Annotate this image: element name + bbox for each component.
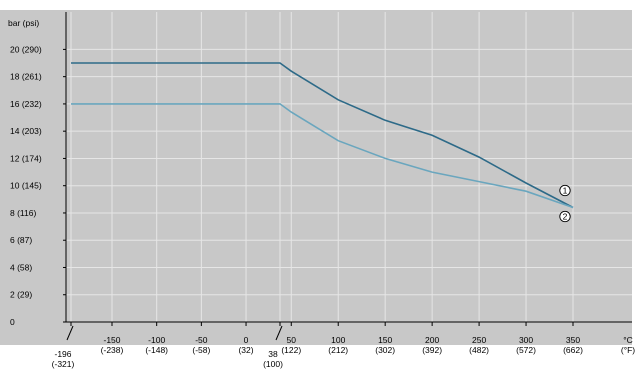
x-tick-label-celsius: 100: [331, 335, 345, 345]
series-line-1: [71, 62, 574, 209]
marker-circle: [559, 210, 571, 223]
x-tick-label-celsius: 300: [519, 335, 533, 345]
series-line-2: [71, 103, 574, 209]
x-tick-label-fahrenheit: (32): [238, 345, 253, 355]
x-tick-label-celsius: 350: [566, 335, 580, 345]
x-tick-label-fahrenheit: (100): [263, 359, 283, 369]
series-marker-2: 2: [559, 210, 571, 223]
y-tick-label: 12 (174): [10, 153, 42, 163]
x-tick-label-celsius: -196: [54, 349, 71, 359]
x-unit-fahrenheit: (°F): [621, 345, 635, 355]
plot-background: [0, 10, 632, 345]
x-tick-label-celsius: 38: [268, 349, 278, 359]
y-tick-label: 2 (29): [10, 290, 32, 300]
x-tick-label-celsius: 0: [244, 335, 249, 345]
x-tick-label-fahrenheit: (392): [422, 345, 442, 355]
x-tick-label-celsius: -50: [195, 335, 208, 345]
x-tick-label-fahrenheit: (122): [281, 345, 301, 355]
x-tick-label-celsius: -100: [148, 335, 165, 345]
series-markers: 12: [559, 184, 571, 223]
x-tick-label-fahrenheit: (-148): [145, 345, 168, 355]
y-tick-label: 4 (58): [10, 262, 32, 272]
y-tick-label: 8 (116): [10, 208, 36, 218]
axes: [65, 12, 632, 323]
x-tick-label-celsius: 250: [472, 335, 486, 345]
y-ticks: 0 2 (29) 4 (58) 6 (87) 8 (116) 10 (145) 12 (17…: [10, 44, 66, 327]
x-tick-label-celsius: 150: [378, 335, 392, 345]
x-tick-label-celsius: 200: [425, 335, 439, 345]
marker-label: 2: [563, 212, 568, 222]
y-tick-label: 18 (261): [10, 72, 42, 82]
y-tick-label: 0: [10, 317, 15, 327]
x-tick-label-celsius: 50: [287, 335, 297, 345]
y-axis-label: bar (psi): [8, 18, 39, 28]
x-tick-label-celsius: -150: [103, 335, 120, 345]
y-tick-label: 10 (145): [10, 181, 42, 191]
y-tick-label: 6 (87): [10, 235, 32, 245]
x-tick-label-fahrenheit: (662): [563, 345, 583, 355]
x-tick-label-fahrenheit: (482): [469, 345, 489, 355]
x-tick-leader: [66, 325, 74, 341]
y-tick-label: 20 (290): [10, 44, 42, 54]
x-ticks: -196(-321)-150(-238)-100(-148)-50(-58)0(…: [52, 322, 583, 369]
series-lines: [71, 62, 574, 209]
y-tick-label: 14 (203): [10, 126, 42, 136]
x-tick-label-fahrenheit: (572): [516, 345, 536, 355]
marker-circle: [559, 184, 571, 197]
x-tick-label-fahrenheit: (-238): [101, 345, 124, 355]
x-tick-leader: [275, 325, 283, 341]
series-marker-1: 1: [559, 184, 571, 197]
x-tick-label-fahrenheit: (302): [375, 345, 395, 355]
x-unit-celsius: °C: [623, 335, 633, 345]
x-tick-label-fahrenheit: (-58): [192, 345, 210, 355]
marker-label: 1: [563, 186, 568, 196]
x-tick-label-fahrenheit: (212): [328, 345, 348, 355]
y-tick-label: 16 (232): [10, 99, 42, 109]
x-tick-label-fahrenheit: (-321): [52, 359, 75, 369]
